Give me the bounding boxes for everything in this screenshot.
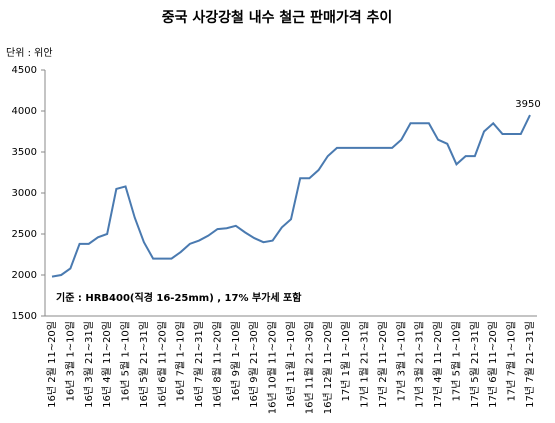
- y-tick-label: 4500: [12, 65, 37, 76]
- x-tick-label: 17년 4월 11~20일: [432, 321, 444, 408]
- x-tick-label: 17년 7월 21~31일: [524, 321, 536, 408]
- x-tick-label: 16년 10월 11~20일: [267, 321, 279, 414]
- x-tick-label: 16년 2월 11~20일: [46, 321, 58, 408]
- data-label: 3950: [515, 99, 540, 110]
- y-tick-label: 3000: [12, 188, 37, 199]
- x-tick-label: 16년 7월 21~31일: [193, 321, 205, 408]
- annotation: 기준 : HRB400(직경 16-25mm) , 17% 부가세 포함: [56, 291, 302, 304]
- x-tick-label: 17년 5월 1~10일: [450, 321, 462, 402]
- x-tick-label: 16년 5월 1~10일: [120, 321, 132, 402]
- x-tick-label: 16년 3월 1~10일: [64, 321, 76, 402]
- y-tick-label: 2500: [12, 229, 37, 240]
- y-tick-label: 4000: [12, 106, 37, 117]
- x-tick-label: 16년 9월 1~10일: [230, 321, 242, 402]
- x-tick-label: 16년 3월 21~31일: [83, 321, 95, 408]
- x-tick-label: 17년 2월 11~20일: [377, 321, 389, 408]
- x-tick-label: 17년 5월 21~31일: [469, 321, 481, 408]
- chart-title: 중국 사강강철 내수 철근 판매가격 추이: [162, 9, 392, 26]
- x-tick-label: 16년 11월 1~10일: [285, 321, 297, 408]
- y-tick-label: 1500: [12, 311, 37, 322]
- x-tick-label: 16년 8월 11~20일: [211, 321, 223, 408]
- x-tick-label: 17년 7월 1~10일: [506, 321, 518, 402]
- y-tick-label: 2000: [12, 270, 37, 281]
- x-tick-label: 16년 12월 11~20일: [322, 321, 334, 414]
- x-tick-label: 16년 9월 21~30일: [248, 321, 260, 408]
- x-tick-label: 17년 3월 1~10일: [395, 321, 407, 402]
- x-tick-label: 16년 11월 21~30일: [303, 321, 315, 414]
- line: [51, 114, 531, 278]
- x-tick-label: 16년 6월 11~20일: [156, 321, 168, 408]
- unit-label: 단위 : 위안: [6, 46, 53, 59]
- x-tick-label: 17년 1월 1~10일: [340, 321, 352, 402]
- x-tick-label: 17년 6월 11~20일: [487, 321, 499, 408]
- x-tick-label: 16년 7월 1~10일: [175, 321, 187, 402]
- x-tick-label: 16년 4월 11~20일: [101, 321, 113, 408]
- x-tick-label: 17년 1월 21~31일: [359, 321, 371, 408]
- x-tick-label: 16년 5월 21~31일: [138, 321, 150, 408]
- y-tick-label: 3500: [12, 147, 37, 158]
- x-tick-label: 17년 3월 21~31일: [414, 321, 426, 408]
